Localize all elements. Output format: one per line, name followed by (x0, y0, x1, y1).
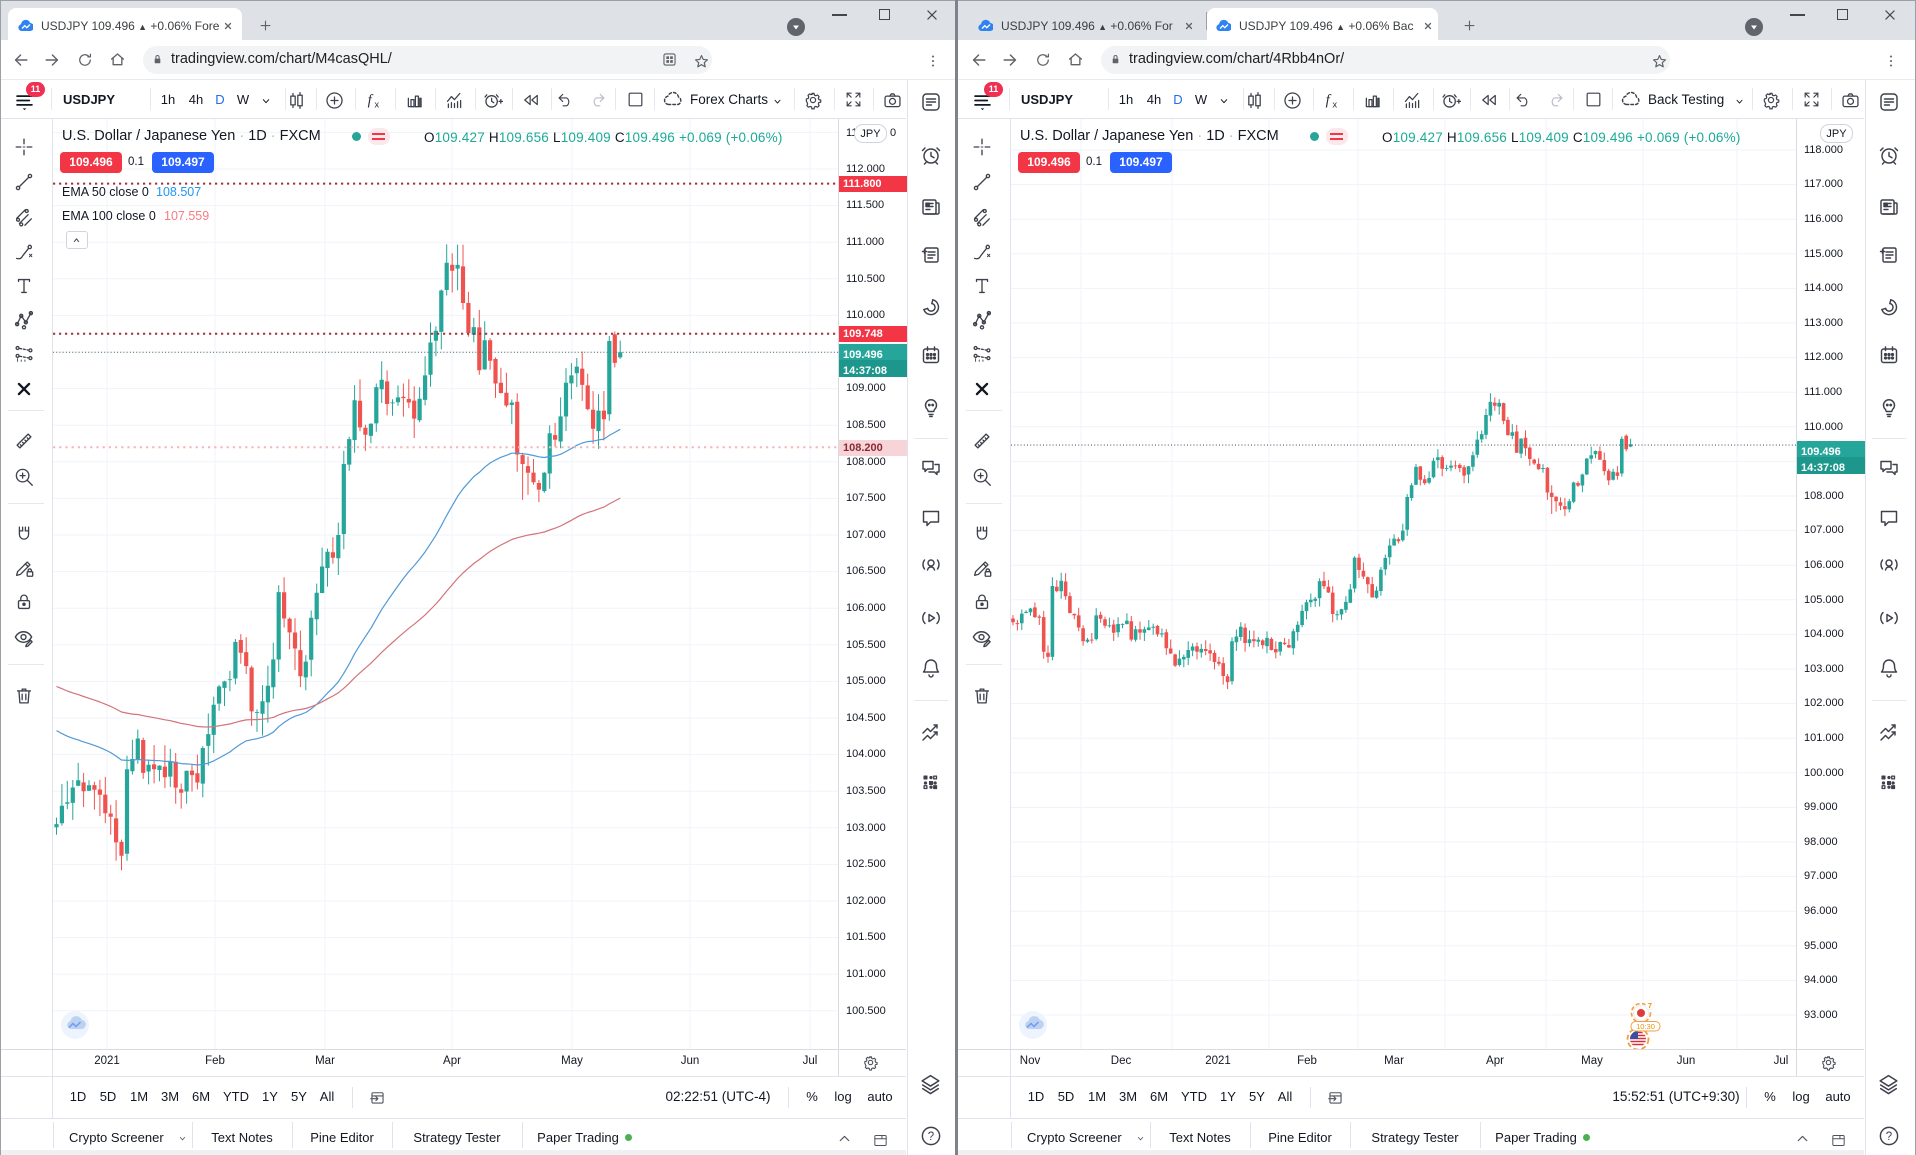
svg-text:10:30: 10:30 (1636, 1022, 1655, 1031)
svg-text:f: f (1326, 93, 1332, 109)
svg-text:x: x (375, 99, 380, 109)
svg-text:x: x (1333, 99, 1338, 109)
svg-text:?: ? (928, 1131, 934, 1143)
svg-text:7: 7 (1648, 1001, 1652, 1010)
svg-text:f: f (368, 93, 374, 109)
svg-text:?: ? (1886, 1131, 1892, 1143)
